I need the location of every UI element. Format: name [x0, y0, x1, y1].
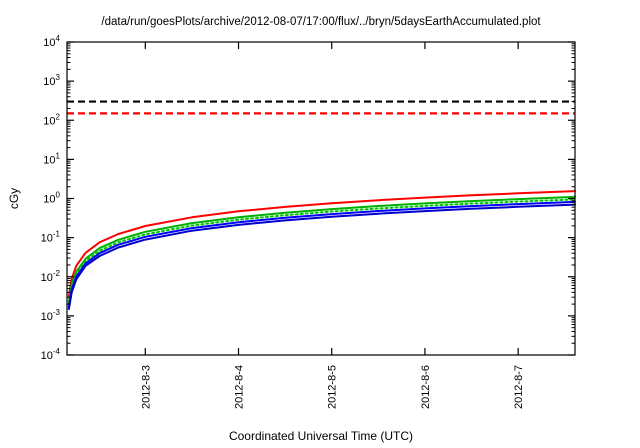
x-tick-label: 2012-8-5	[327, 365, 339, 409]
y-tick-label: 102	[43, 112, 60, 127]
x-tick-label: 2012-8-3	[140, 365, 152, 409]
y-tick-label: 104	[43, 34, 60, 49]
y-axis-ticks: 10-4 10-3 10-2 10-1 100 101 102 103 104	[41, 34, 575, 362]
y-tick-label: 100	[43, 191, 60, 206]
y-axis-label: cGy	[7, 188, 21, 209]
accumulated-dose-blue-upper	[67, 200, 576, 308]
y-tick-label: 10-1	[41, 230, 61, 245]
chart-title: /data/run/goesPlots/archive/2012-08-07/1…	[101, 16, 541, 28]
x-axis-ticks: 2012-8-3 2012-8-4 2012-8-5 2012-8-6 2012-8-7	[140, 42, 525, 409]
x-tick-label: 2012-8-7	[513, 365, 525, 409]
x-tick-label: 2012-8-6	[420, 365, 432, 409]
accumulated-dose-green-dotted	[67, 198, 576, 306]
accumulated-dose-red	[67, 190, 576, 298]
accumulated-dose-green	[67, 195, 576, 303]
y-tick-label: 101	[43, 151, 60, 166]
y-tick-label: 103	[43, 73, 60, 88]
data-series	[67, 190, 576, 310]
x-tick-label: 2012-8-4	[234, 365, 246, 409]
accumulated-dose-blue-lower	[67, 203, 576, 310]
x-axis-label: Coordinated Universal Time (UTC)	[229, 429, 413, 443]
plot-border	[66, 41, 576, 356]
y-tick-label: 10-4	[41, 347, 61, 362]
y-tick-label: 10-2	[41, 269, 61, 284]
y-tick-label: 10-3	[41, 308, 61, 323]
threshold-lines	[67, 100, 575, 115]
